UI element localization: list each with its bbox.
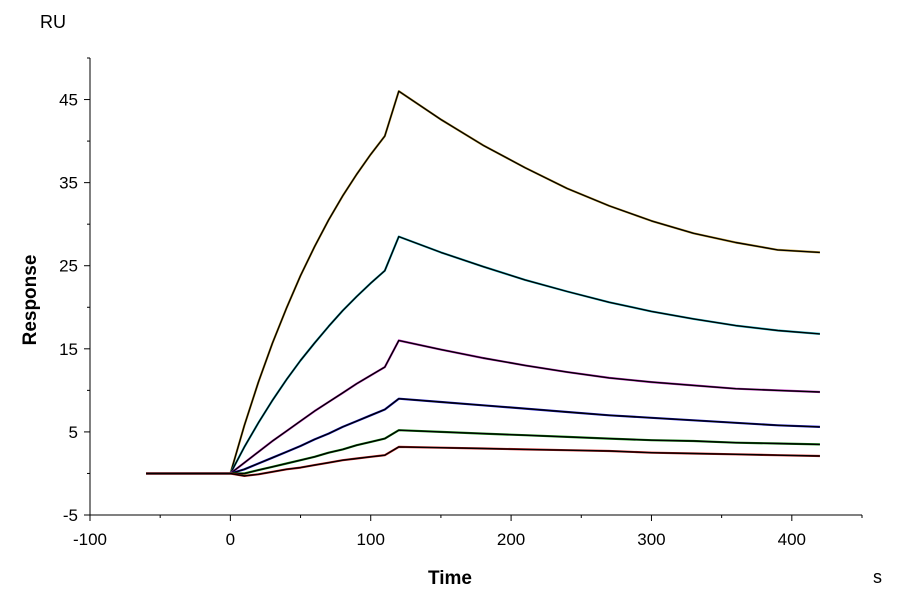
x-tick-label: 0: [226, 530, 235, 549]
series-3-fit-line: [146, 339, 820, 475]
series-5-fit-line: [146, 429, 820, 475]
labels: RU s Time Response: [20, 12, 882, 589]
y-tick-label: 5: [69, 423, 78, 442]
x-tick-label: 400: [778, 530, 806, 549]
series-1-fit-line: [146, 90, 820, 475]
y-axis-title: Response: [20, 255, 41, 346]
x-tick-label: 200: [497, 530, 525, 549]
x-tick-label: -100: [73, 530, 107, 549]
y-tick-label: 15: [59, 340, 78, 359]
y-tick-label: -5: [63, 506, 78, 525]
series-4-fit-line: [146, 398, 820, 475]
series-4-data-line: [146, 397, 820, 475]
series-6-fit-line: [146, 446, 820, 477]
series-2-data-line: [146, 235, 820, 475]
series-layer: [146, 90, 820, 477]
y-tick-label: 25: [59, 257, 78, 276]
x-axis-title: Time: [428, 568, 472, 589]
x-unit-label: s: [873, 567, 882, 587]
series-2-fit-line: [146, 235, 820, 475]
x-tick-label: 100: [357, 530, 385, 549]
x-tick-label: 300: [637, 530, 665, 549]
y-tick-label: 45: [59, 91, 78, 110]
y-tick-label: 35: [59, 174, 78, 193]
axes: -5 5 15 25 35 45 -100 0 100 200 300 400: [59, 57, 863, 549]
y-unit-label: RU: [40, 12, 66, 32]
